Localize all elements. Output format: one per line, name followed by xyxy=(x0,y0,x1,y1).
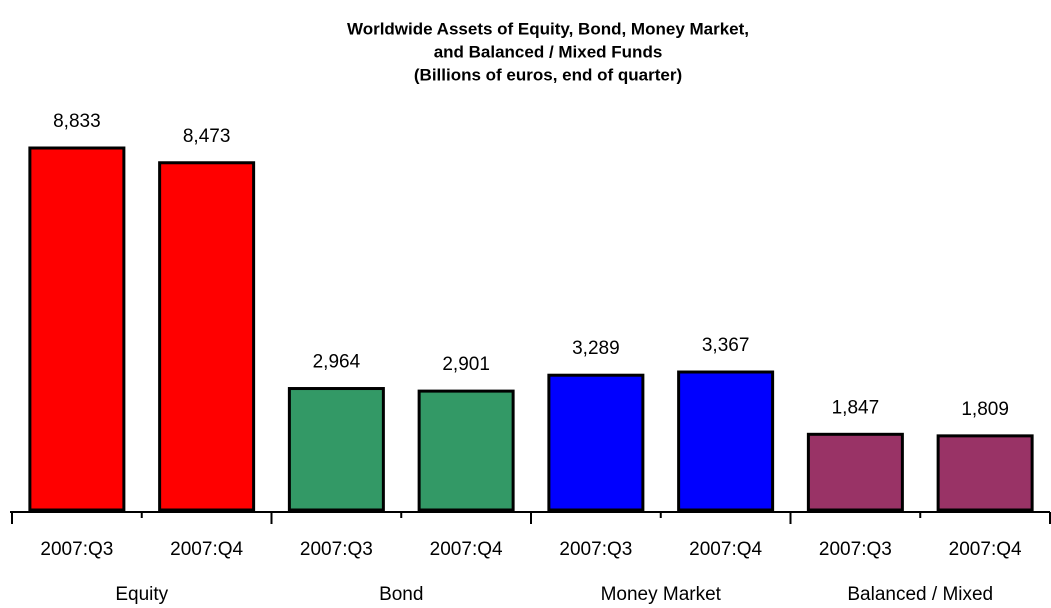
bar xyxy=(287,387,385,512)
x-tick-label: 2007:Q3 xyxy=(300,539,373,560)
value-label: 1,847 xyxy=(832,397,880,418)
x-tick-label: 2007:Q3 xyxy=(40,539,113,560)
bar xyxy=(417,389,515,512)
x-tick-label: 2007:Q4 xyxy=(170,539,243,560)
group-label: Equity xyxy=(115,584,168,605)
bar xyxy=(28,146,126,512)
bar xyxy=(547,373,645,512)
value-label: 2,901 xyxy=(442,354,490,375)
bar xyxy=(806,432,904,512)
value-label: 2,964 xyxy=(313,352,361,373)
value-label: 1,809 xyxy=(961,399,1009,420)
group-label: Balanced / Mixed xyxy=(847,584,993,605)
value-label: 3,289 xyxy=(572,338,620,359)
chart-title: and Balanced / Mixed Funds xyxy=(434,42,663,61)
group-label: Money Market xyxy=(601,584,722,605)
value-label: 3,367 xyxy=(702,335,750,356)
bar xyxy=(677,370,775,512)
bar xyxy=(158,161,256,512)
x-tick-label: 2007:Q3 xyxy=(819,539,892,560)
x-tick-label: 2007:Q4 xyxy=(949,539,1022,560)
x-tick-label: 2007:Q3 xyxy=(559,539,632,560)
value-label: 8,833 xyxy=(53,111,101,132)
x-tick-label: 2007:Q4 xyxy=(430,539,503,560)
chart-subtitle: (Billions of euros, end of quarter) xyxy=(414,65,682,84)
bar xyxy=(936,434,1034,512)
chart-title: Worldwide Assets of Equity, Bond, Money … xyxy=(347,19,749,38)
value-label: 8,473 xyxy=(183,126,231,147)
group-label: Bond xyxy=(379,584,423,605)
x-tick-label: 2007:Q4 xyxy=(689,539,762,560)
